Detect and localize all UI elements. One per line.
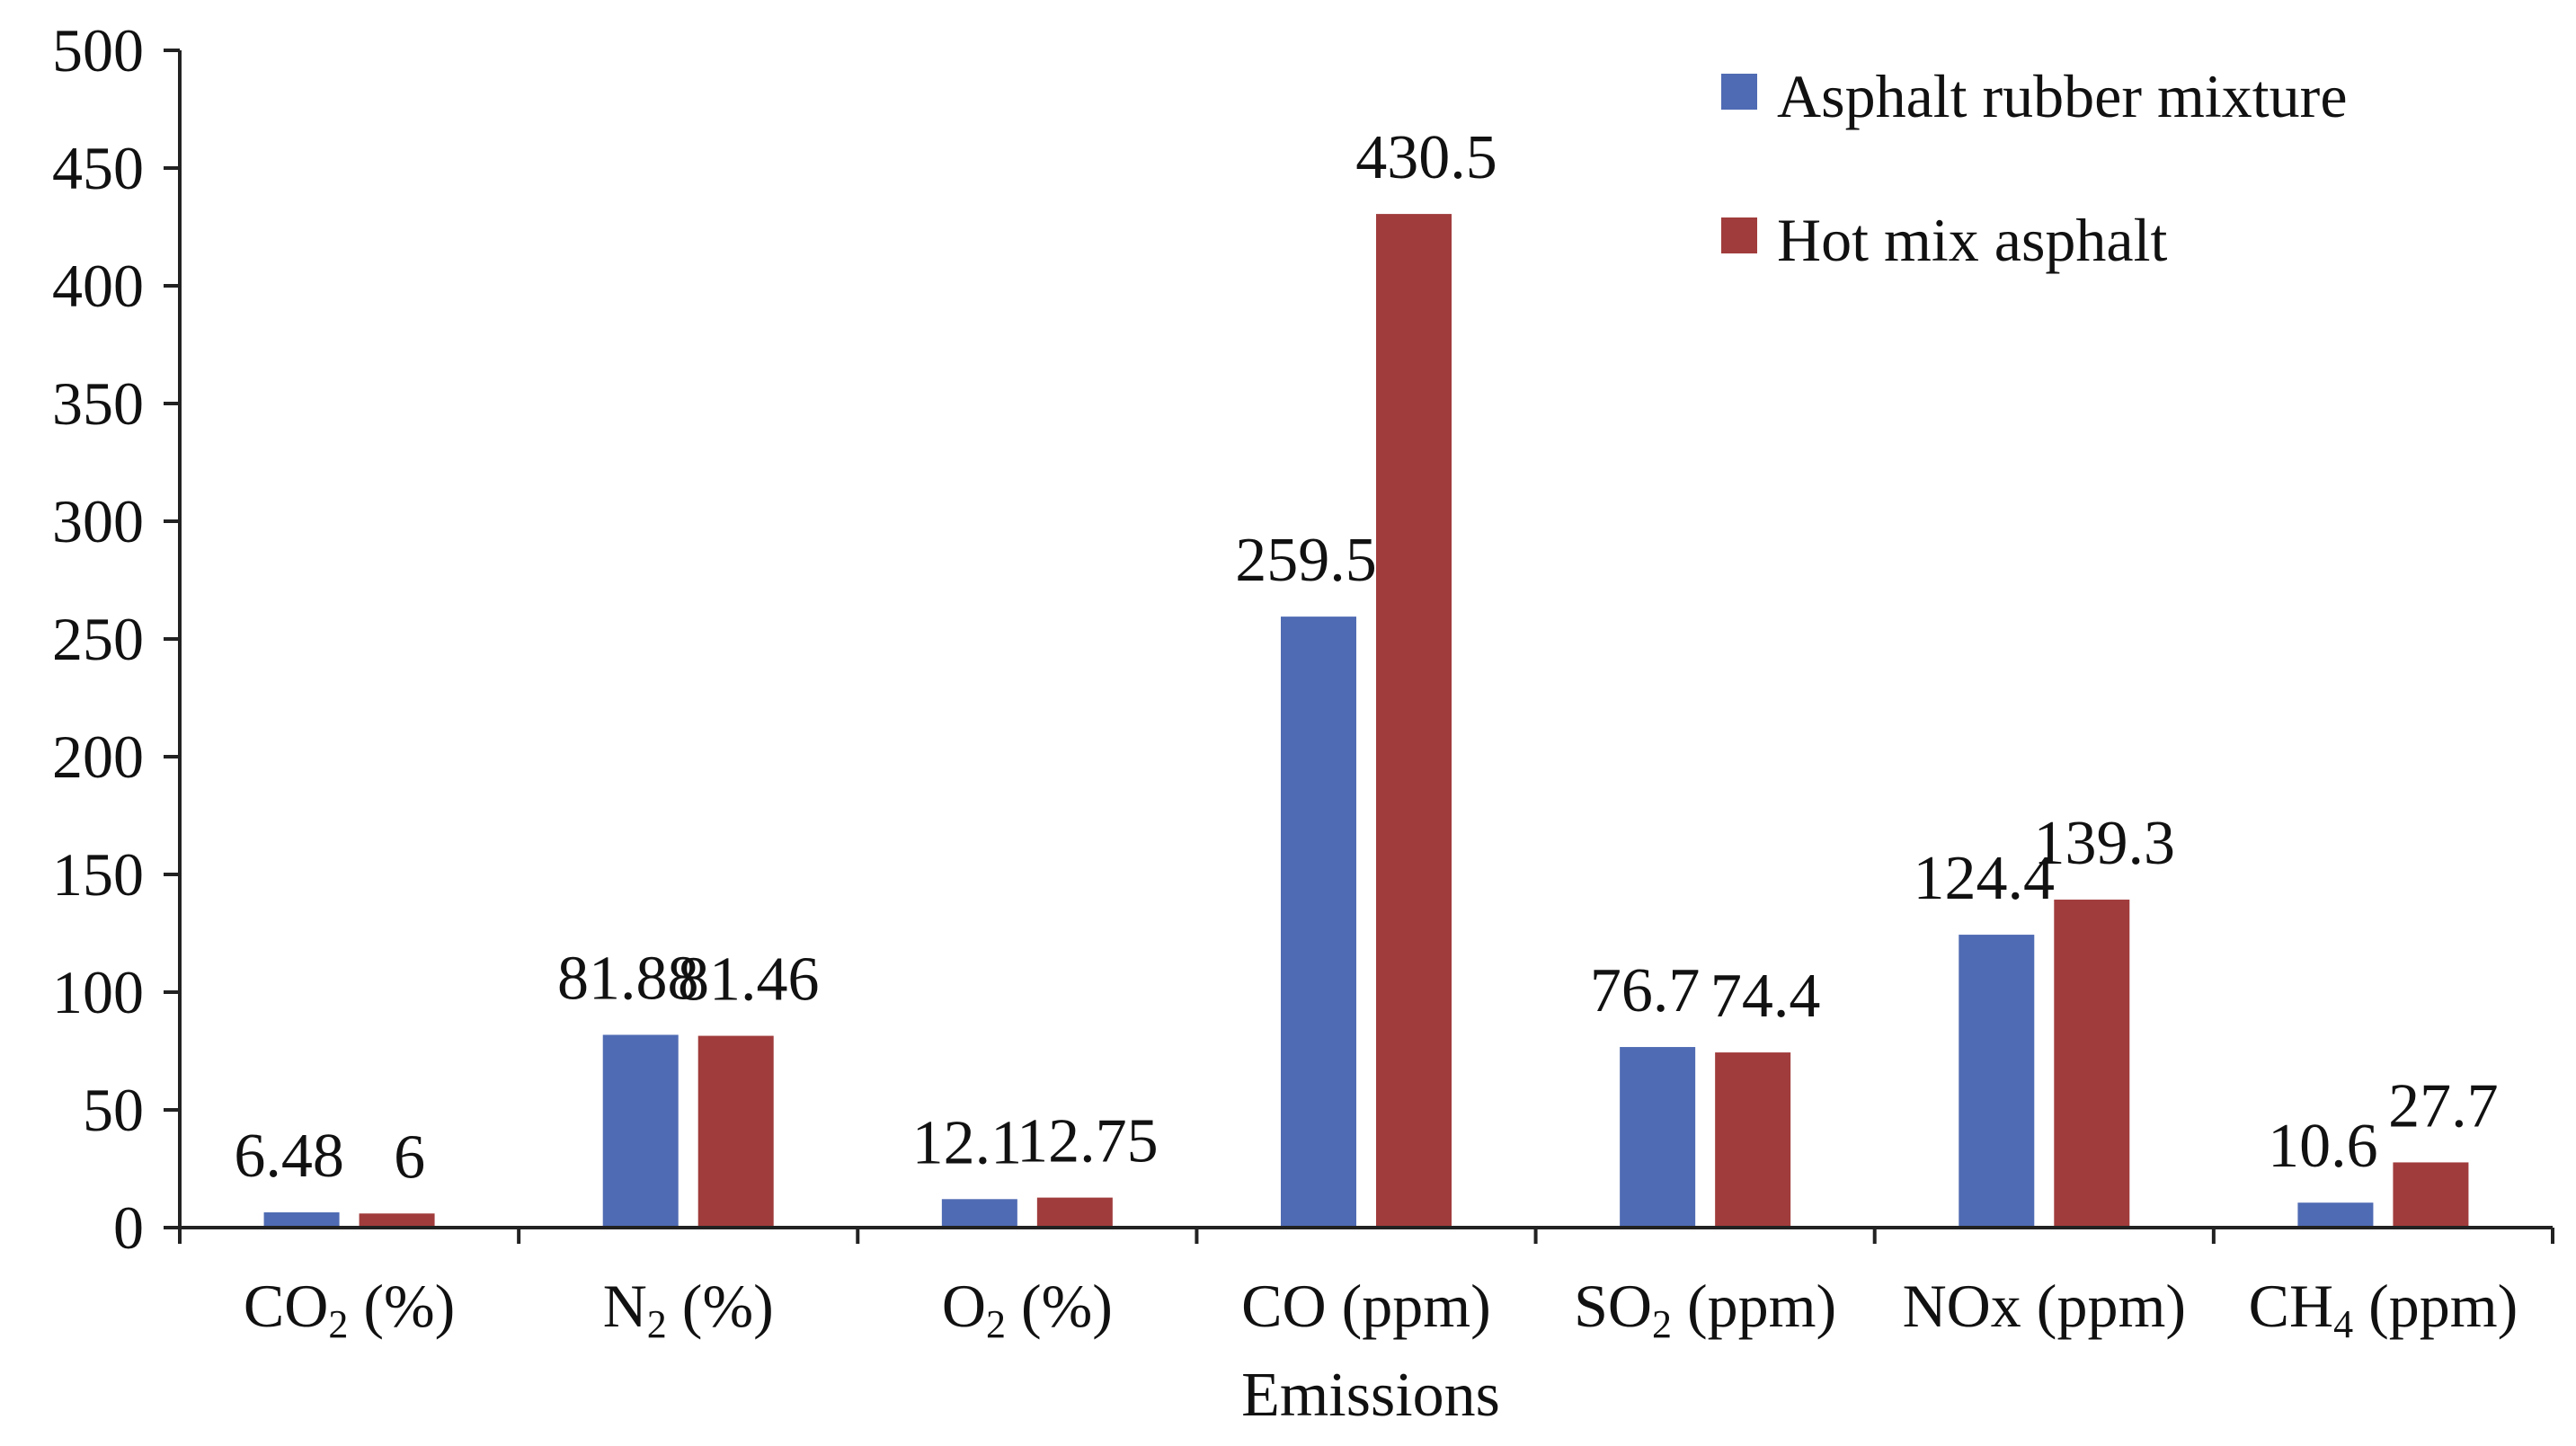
data-label: 430.5 [1355,123,1497,192]
data-label: 124.4 [1914,844,2056,913]
bar-hot-mix-4 [1715,1052,1791,1228]
y-tick-label: 0 [113,1193,144,1262]
x-category-label: CO (ppm) [1241,1272,1491,1340]
y-tick-label: 350 [52,369,144,438]
y-axis: 0 50 100 150 200 250 300 350 400 450 500 [52,16,182,1262]
x-category-label: NOx (ppm) [1903,1272,2186,1340]
legend-label: Hot mix asphalt [1777,206,2168,274]
bar-asphalt-rubber-4 [1620,1047,1696,1228]
bars [263,214,2469,1229]
bar-asphalt-rubber-1 [602,1034,679,1228]
data-label: 81.46 [678,945,820,1015]
x-category-label: SO2 (ppm) [1574,1272,1836,1346]
x-axis-title: Emissions [1241,1361,1500,1430]
x-category-label: CO2 (%) [244,1272,455,1346]
y-tick-label: 400 [52,252,144,320]
data-label: 12.1 [912,1108,1023,1177]
bar-hot-mix-3 [1376,214,1452,1229]
bar-hot-mix-6 [2393,1162,2469,1228]
bar-hot-mix-1 [697,1035,774,1228]
y-tick-label: 300 [52,487,144,555]
legend: Asphalt rubber mixture Hot mix asphalt [1721,62,2348,274]
y-tick-label: 100 [52,958,144,1026]
y-tick-label: 250 [52,605,144,673]
data-label: 10.6 [2268,1112,2378,1181]
x-category-label: N2 (%) [603,1272,774,1346]
legend-swatch [1721,217,1757,253]
data-label: 74.4 [1710,962,1821,1031]
data-label: 76.7 [1590,956,1701,1025]
bar-hot-mix-2 [1036,1197,1113,1228]
bar-asphalt-rubber-0 [263,1212,340,1228]
bar-asphalt-rubber-5 [1959,935,2035,1228]
y-tick-label: 450 [52,134,144,202]
data-label: 27.7 [2388,1071,2499,1140]
bar-hot-mix-0 [359,1213,435,1228]
data-label: 6.48 [234,1122,344,1191]
legend-label: Asphalt rubber mixture [1777,62,2348,130]
x-category-label: O2 (%) [942,1272,1113,1346]
legend-swatch [1721,74,1757,110]
data-labels: 6.48 81.88 12.1 259.5 76.7 124.4 10.6 6 81.46 12.… [234,123,2498,1192]
bar-hot-mix-5 [2054,900,2130,1228]
data-label: 259.5 [1235,526,1377,595]
data-label: 6 [394,1122,425,1192]
data-label: 139.3 [2034,809,2176,878]
bar-asphalt-rubber-2 [941,1199,1017,1228]
bar-asphalt-rubber-6 [2297,1202,2374,1228]
x-axis: CO2 (%) N2 (%) O2 (%) CO (ppm) SO2 (ppm) NOx … [178,1226,2554,1346]
bar-asphalt-rubber-3 [1281,617,1356,1228]
y-tick-label: 50 [83,1076,144,1144]
data-label: 12.75 [1017,1107,1159,1176]
x-category-label: CH4 (ppm) [2249,1272,2518,1346]
data-label: 81.88 [557,944,699,1013]
y-tick-label: 500 [52,16,144,84]
y-tick-label: 150 [52,840,144,909]
y-tick-label: 200 [52,723,144,791]
